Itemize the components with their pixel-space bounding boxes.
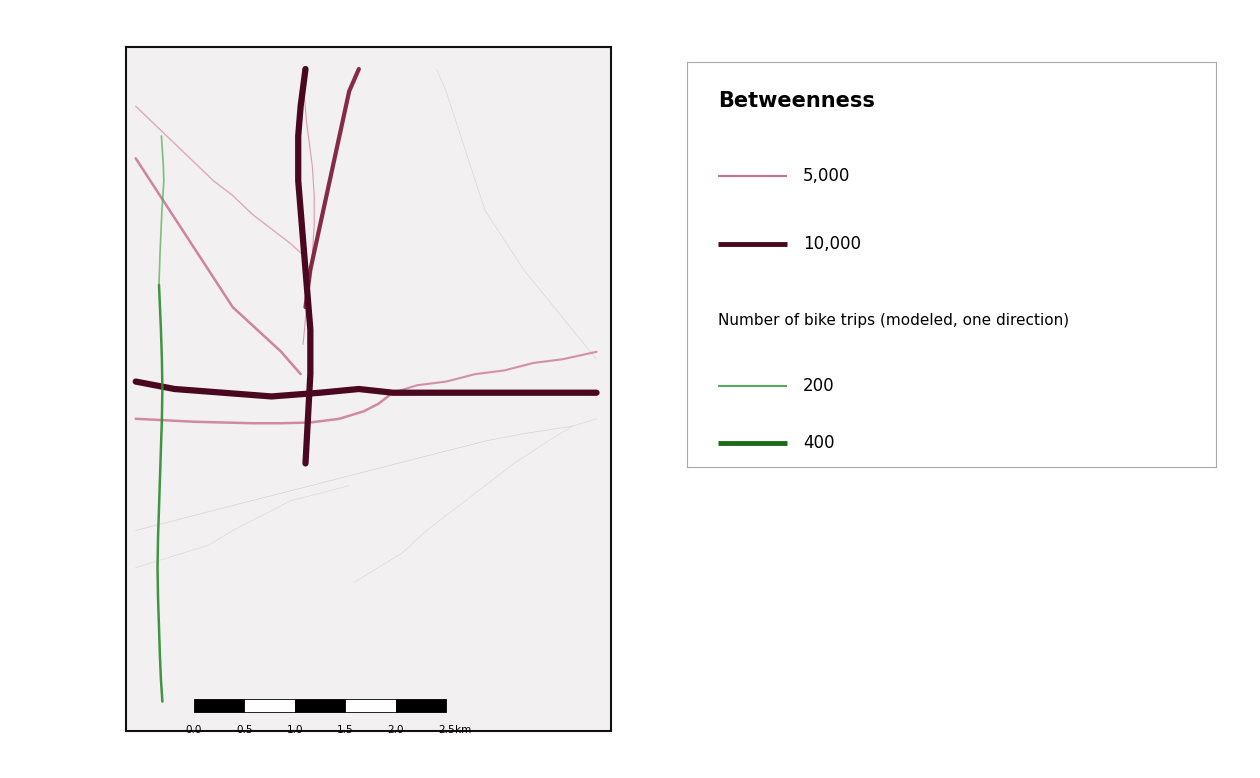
- Text: 5,000: 5,000: [803, 166, 850, 184]
- Text: 1.0: 1.0: [286, 725, 304, 735]
- Text: 400: 400: [803, 433, 834, 451]
- Bar: [345, 699, 396, 712]
- Bar: [396, 699, 446, 712]
- Text: Number of bike trips (modeled, one direction): Number of bike trips (modeled, one direc…: [718, 313, 1070, 328]
- Text: Betweenness: Betweenness: [718, 90, 876, 110]
- Text: 0.5: 0.5: [236, 725, 252, 735]
- Text: 2.5: 2.5: [438, 725, 455, 735]
- Text: 2.0: 2.0: [388, 725, 404, 735]
- Text: 200: 200: [803, 377, 834, 395]
- Text: 0.0: 0.0: [185, 725, 202, 735]
- Text: 1.5: 1.5: [336, 725, 354, 735]
- Text: 10,000: 10,000: [803, 235, 861, 254]
- Text: km: km: [455, 725, 471, 735]
- Bar: [295, 699, 345, 712]
- Bar: [244, 699, 295, 712]
- Bar: [194, 699, 244, 712]
